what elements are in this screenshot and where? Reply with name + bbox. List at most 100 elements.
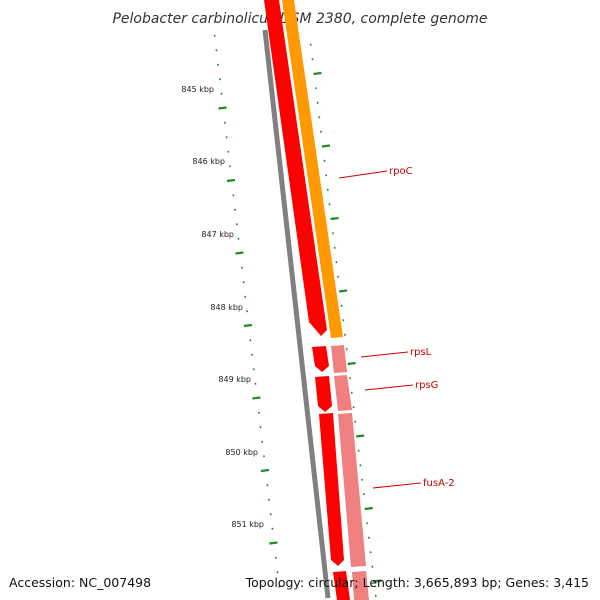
scale-tick-minor (278, 585, 281, 588)
scale-tick-major (218, 106, 227, 110)
scale-tick-minor (261, 440, 264, 443)
scale-tick-minor (257, 411, 260, 414)
scale-tick-minor (240, 266, 243, 269)
gene-label-rpoC: rpoC (389, 166, 413, 177)
scale-label-847: 847 kbp (201, 230, 234, 239)
scale-tick-major (364, 506, 373, 511)
scale-tick-minor (366, 522, 369, 525)
scale-tick-minor (359, 464, 362, 467)
genome-backbone (262, 29, 331, 599)
scale-tick-major (260, 468, 270, 473)
cds-fusA-2 (338, 413, 366, 567)
cds-rpoC (282, 0, 343, 338)
scale-tick-minor (349, 377, 352, 380)
scale-tick-minor (218, 78, 221, 81)
scale-tick-minor (318, 116, 321, 119)
scale-ticks (213, 34, 382, 597)
scale-tick-minor (314, 87, 317, 90)
scale-tick-minor (326, 188, 329, 191)
scale-tick-major (347, 361, 356, 366)
scale-tick-minor (354, 420, 357, 423)
scale-tick-minor (244, 295, 247, 298)
leader-rpsL (360, 351, 409, 358)
scale-tick-minor (276, 571, 279, 574)
scale-tick-minor (319, 130, 323, 133)
gene-rpsG (315, 376, 332, 412)
scale-tick-minor (242, 281, 245, 284)
cds-rpsL (331, 345, 347, 373)
cds-next (352, 571, 369, 600)
scale-tick-major (373, 579, 382, 583)
scale-tick-major (226, 178, 236, 183)
scale-tick-minor (271, 527, 274, 530)
scale-tick-minor (249, 339, 252, 342)
scale-tick-minor (237, 237, 240, 240)
scale-tick-minor (252, 368, 255, 371)
scale-tick-minor (369, 551, 372, 554)
scale-tick-minor (328, 203, 331, 206)
gene-label-rpsG: rpsG (415, 380, 438, 391)
scale-tick-major (330, 216, 339, 221)
scale-tick-minor (325, 174, 328, 177)
scale-tick-minor (228, 165, 232, 168)
scale-tick-minor (274, 556, 277, 559)
scale-tick-minor (215, 49, 218, 52)
scale-tick-minor (323, 159, 326, 162)
scale-tick-minor (225, 136, 228, 139)
scale-tick-minor (337, 275, 340, 278)
scale-tick-minor (254, 382, 257, 385)
leader-rpoC (338, 170, 388, 179)
scale-tick-minor (223, 121, 226, 124)
gene-next (333, 571, 350, 600)
gene-fusA-2 (319, 413, 344, 566)
scale-tick-minor (213, 34, 216, 37)
scale-tick-minor (331, 232, 335, 235)
scale-tick-minor (232, 194, 235, 197)
scale-tick-major (252, 396, 261, 400)
scale-tick-minor (374, 594, 377, 597)
scale-tick-major (356, 434, 365, 438)
scale-tick-minor (340, 304, 343, 307)
scale-tick-minor (259, 426, 262, 429)
scale-label-845: 845 kbp (181, 85, 214, 94)
scale-tick-major (338, 289, 348, 293)
leader-fusA-2 (372, 482, 422, 489)
scale-tick-minor (235, 223, 238, 226)
scale-tick-minor (262, 455, 265, 458)
gene-label-rpsL: rpsL (410, 347, 432, 358)
scale-tick-minor (217, 63, 220, 66)
scale-tick-minor (361, 478, 364, 481)
gene-rpoC (264, 0, 327, 336)
scale-tick-minor (342, 319, 345, 322)
scale-tick-minor (309, 43, 312, 46)
scale-label-849: 849 kbp (218, 375, 251, 384)
scale-tick-minor (269, 513, 272, 516)
scale-tick-minor (350, 391, 353, 394)
scale-tick-major (321, 144, 331, 148)
leader-rpsG (364, 384, 414, 391)
scale-tick-major (269, 541, 278, 545)
scale-tick-major (235, 251, 244, 255)
scale-label-851: 851 kbp (231, 520, 264, 529)
scale-tick-minor (343, 333, 347, 336)
scale-tick-minor (227, 150, 230, 153)
scale-tick-major (243, 323, 253, 328)
scale-tick-minor (335, 261, 338, 264)
scale-tick-minor (266, 484, 269, 487)
scale-tick-minor (311, 58, 314, 61)
cds-rpsG (334, 375, 352, 411)
scale-tick-minor (367, 536, 370, 539)
accession-label: Accession: NC_007498 (9, 575, 152, 590)
scale-tick-minor (371, 565, 374, 568)
gene-label-fusA-2: fusA-2 (423, 478, 455, 489)
scale-tick-minor (333, 246, 336, 249)
scale-tick-minor (251, 353, 254, 356)
scale-tick-minor (316, 101, 319, 104)
scale-tick-minor (345, 348, 348, 351)
scale-tick-minor (352, 406, 355, 409)
gene-rpsL (312, 346, 329, 372)
scale-tick-minor (357, 449, 360, 452)
scale-label-850: 850 kbp (225, 448, 258, 457)
scale-tick-minor (268, 498, 271, 501)
